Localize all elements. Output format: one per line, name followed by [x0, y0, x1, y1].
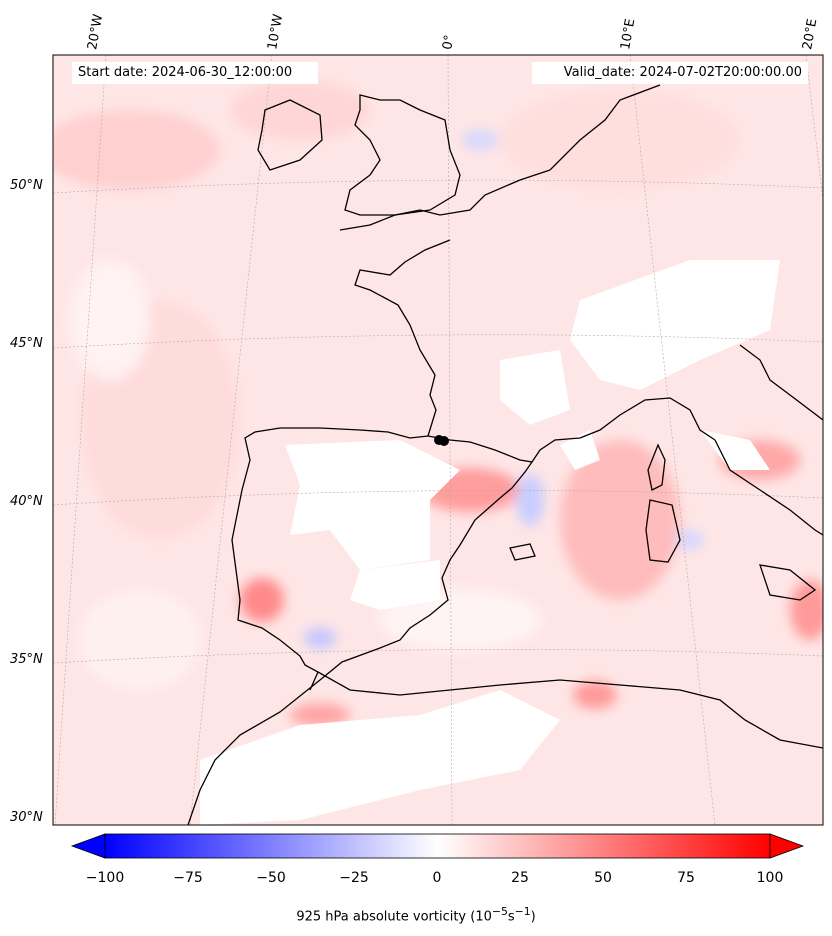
- coast-corsica: [647, 443, 666, 491]
- coast-channel: [339, 169, 551, 231]
- coastlines: [187, 84, 823, 825]
- lat-label-50n: 50°N: [10, 178, 43, 193]
- plot-frame: [52, 54, 824, 826]
- colorbar-tick: −25: [339, 870, 369, 886]
- lat-label-35n: 35°N: [10, 652, 43, 667]
- location-marker: [434, 435, 449, 446]
- colorbar-max-arrow: [769, 833, 805, 859]
- lon-label-0: 0°: [440, 33, 458, 51]
- lat-label-30n: 30°N: [10, 810, 43, 825]
- colorbar-tick: 25: [511, 870, 529, 886]
- lat-label-45n: 45°N: [10, 336, 43, 351]
- colorbar-tick: 0: [432, 870, 442, 886]
- colorbar-tick: −75: [173, 870, 203, 886]
- coast-italy-east: [739, 344, 823, 421]
- coast-italy: [714, 439, 823, 536]
- coast-france: [354, 239, 451, 437]
- coast-sicily: [759, 564, 817, 601]
- vorticity-map: [52, 54, 824, 826]
- start-date-label: Start date: 2024-06-30_12:00:00: [72, 62, 318, 84]
- valid-date-label: Valid_date: 2024-07-02T20:00:00.00: [532, 62, 808, 84]
- colorbar-tick: −50: [256, 870, 286, 886]
- colorbar-min-arrow: [70, 833, 106, 859]
- coast-britain: [344, 94, 461, 216]
- map-plot-area: [53, 55, 823, 825]
- coast-mallorca: [509, 543, 536, 561]
- colorbar-tick: 75: [677, 870, 695, 886]
- masked-high-terrain: [200, 260, 780, 825]
- coast-iberia: [187, 427, 534, 825]
- colorbar-tick: 50: [594, 870, 612, 886]
- colorbar-tick: −100: [85, 870, 125, 886]
- colorbar-label: 925 hPa absolute vorticity (10−5s−1): [296, 905, 536, 925]
- coast-sardinia: [645, 499, 681, 563]
- lat-label-40n: 40°N: [10, 494, 43, 509]
- coast-africa: [317, 671, 823, 749]
- vorticity-field: [53, 80, 823, 727]
- colorbar-tick: 100: [756, 870, 784, 886]
- coast-ireland: [257, 99, 323, 171]
- coast-netherlands: [549, 84, 661, 171]
- colorbar-gradient: [104, 833, 771, 859]
- colorbar: [70, 833, 805, 859]
- coast-med-north: [531, 397, 716, 463]
